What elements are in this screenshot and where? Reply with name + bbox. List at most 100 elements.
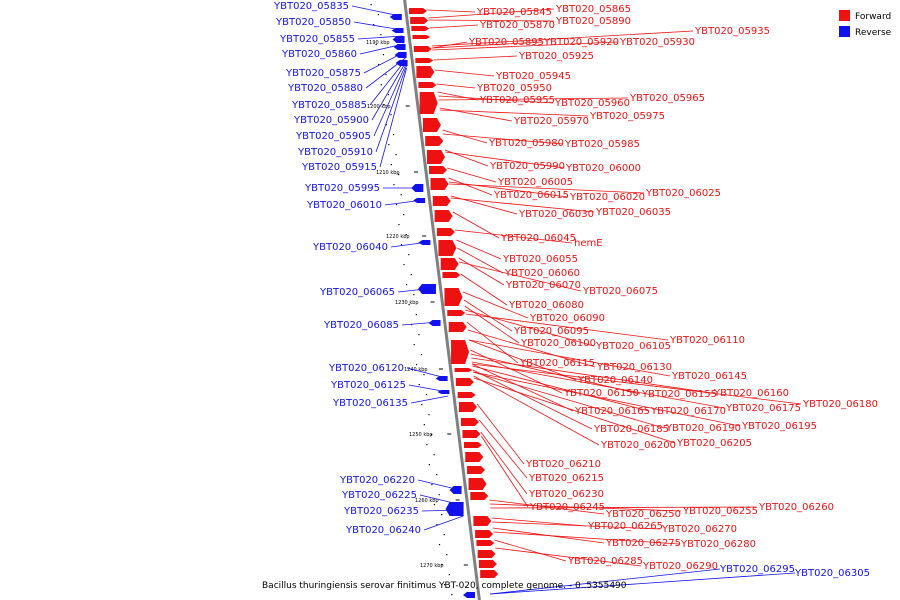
- forward-gene-label[interactable]: YBT020_06075: [582, 286, 658, 297]
- reverse-gene-label[interactable]: YBT020_05905: [295, 131, 371, 142]
- forward-gene-block[interactable]: [419, 92, 438, 114]
- forward-gene-label[interactable]: YBT020_06200: [600, 440, 676, 451]
- reverse-gene-block[interactable]: [428, 320, 441, 326]
- forward-gene-block[interactable]: [480, 570, 499, 578]
- forward-gene-label[interactable]: YBT020_05970: [513, 116, 589, 127]
- reverse-gene-label[interactable]: YBT020_06065: [319, 287, 395, 298]
- forward-gene-label[interactable]: YBT020_05890: [555, 16, 631, 27]
- forward-gene-label[interactable]: YBT020_06030: [518, 209, 594, 220]
- forward-gene-label[interactable]: YBT020_06230: [528, 489, 604, 500]
- forward-gene-label[interactable]: YBT020_06140: [577, 375, 653, 386]
- forward-gene-label[interactable]: YBT020_06110: [669, 335, 745, 346]
- forward-gene-label[interactable]: YBT020_06070: [505, 280, 581, 291]
- forward-gene-label[interactable]: YBT020_06155: [641, 389, 717, 400]
- forward-gene-block[interactable]: [458, 402, 477, 412]
- forward-gene-label[interactable]: YBT020_06145: [671, 371, 747, 382]
- reverse-gene-label[interactable]: YBT020_05900: [293, 115, 369, 126]
- forward-gene-label[interactable]: YBT020_06080: [508, 300, 584, 311]
- reverse-gene-label[interactable]: YBT020_06235: [343, 506, 419, 517]
- forward-gene-label[interactable]: YBT020_05960: [554, 98, 630, 109]
- forward-gene-label[interactable]: YBT020_05930: [619, 37, 695, 48]
- reverse-gene-label[interactable]: YBT020_05855: [279, 34, 355, 45]
- forward-gene-block[interactable]: [444, 288, 463, 306]
- reverse-gene-label[interactable]: YBT020_05875: [285, 68, 361, 79]
- reverse-gene-label[interactable]: YBT020_05910: [297, 147, 373, 158]
- forward-gene-block[interactable]: [463, 442, 482, 448]
- forward-gene-label[interactable]: YBT020_06035: [595, 207, 671, 218]
- forward-gene-label[interactable]: YBT020_05895: [468, 37, 544, 48]
- forward-gene-block[interactable]: [429, 166, 448, 174]
- forward-gene-block[interactable]: [409, 8, 428, 14]
- forward-gene-label[interactable]: YBT020_06020: [569, 192, 645, 203]
- forward-gene-label[interactable]: YBT020_06170: [650, 406, 726, 417]
- reverse-gene-label[interactable]: YBT020_06240: [345, 525, 421, 536]
- reverse-gene-block[interactable]: [435, 376, 448, 381]
- forward-gene-label[interactable]: YBT020_06275: [605, 538, 681, 549]
- forward-gene-label[interactable]: YBT020_06055: [502, 254, 578, 265]
- forward-gene-label[interactable]: YBT020_06290: [642, 561, 718, 572]
- forward-gene-block[interactable]: [476, 540, 495, 546]
- reverse-gene-label[interactable]: YBT020_06305: [794, 568, 870, 579]
- forward-gene-block[interactable]: [432, 196, 451, 206]
- forward-gene-block[interactable]: [467, 466, 486, 474]
- forward-gene-block[interactable]: [478, 560, 497, 568]
- reverse-gene-label[interactable]: YBT020_06295: [719, 564, 795, 575]
- forward-gene-label[interactable]: YBT020_06260: [758, 502, 834, 513]
- forward-gene-block[interactable]: [460, 418, 479, 426]
- forward-gene-block[interactable]: [455, 378, 474, 386]
- forward-gene-label[interactable]: YBT020_06105: [595, 341, 671, 352]
- forward-gene-label[interactable]: YBT020_06180: [802, 399, 878, 410]
- forward-gene-label[interactable]: YBT020_06280: [680, 539, 756, 550]
- reverse-gene-block[interactable]: [391, 28, 404, 33]
- forward-gene-label[interactable]: YBT020_05925: [518, 51, 594, 62]
- forward-gene-block[interactable]: [440, 258, 459, 270]
- forward-gene-label[interactable]: hemE: [574, 238, 603, 249]
- forward-gene-label[interactable]: YBT020_06090: [529, 313, 605, 324]
- forward-gene-block[interactable]: [447, 310, 466, 316]
- forward-gene-label[interactable]: YBT020_05975: [589, 111, 665, 122]
- forward-gene-label[interactable]: YBT020_06005: [497, 177, 573, 188]
- forward-gene-label[interactable]: YBT020_06215: [528, 473, 604, 484]
- forward-gene-label[interactable]: YBT020_06250: [605, 509, 681, 520]
- forward-gene-label[interactable]: YBT020_05870: [479, 20, 555, 31]
- forward-gene-label[interactable]: YBT020_05965: [629, 93, 705, 104]
- reverse-gene-label[interactable]: YBT020_06120: [328, 363, 404, 374]
- forward-gene-block[interactable]: [422, 118, 441, 132]
- forward-gene-block[interactable]: [462, 430, 481, 438]
- forward-gene-label[interactable]: YBT020_06205: [676, 438, 752, 449]
- forward-gene-label[interactable]: YBT020_06115: [519, 358, 595, 369]
- reverse-gene-label[interactable]: YBT020_05915: [301, 162, 377, 173]
- reverse-gene-label[interactable]: YBT020_06135: [332, 398, 408, 409]
- forward-gene-block[interactable]: [477, 550, 496, 558]
- forward-gene-block[interactable]: [416, 66, 435, 78]
- reverse-gene-label[interactable]: YBT020_05880: [287, 83, 363, 94]
- forward-gene-block[interactable]: [410, 17, 429, 24]
- forward-gene-label[interactable]: YBT020_05865: [555, 4, 631, 15]
- reverse-gene-block[interactable]: [394, 52, 407, 58]
- forward-gene-label[interactable]: YBT020_06195: [741, 421, 817, 432]
- forward-gene-block[interactable]: [418, 82, 437, 88]
- forward-gene-block[interactable]: [473, 516, 492, 526]
- forward-gene-block[interactable]: [470, 492, 489, 500]
- reverse-gene-label[interactable]: YBT020_06220: [339, 475, 415, 486]
- forward-gene-label[interactable]: YBT020_05950: [476, 83, 552, 94]
- forward-gene-label[interactable]: YBT020_06265: [587, 521, 663, 532]
- forward-gene-label[interactable]: YBT020_06165: [574, 406, 650, 417]
- forward-gene-label[interactable]: YBT020_05935: [694, 26, 770, 37]
- forward-gene-block[interactable]: [413, 46, 432, 52]
- reverse-gene-label[interactable]: YBT020_06010: [306, 200, 382, 211]
- forward-gene-label[interactable]: YBT020_06015: [493, 190, 569, 201]
- forward-gene-block[interactable]: [434, 210, 453, 222]
- forward-gene-label[interactable]: YBT020_06175: [725, 403, 801, 414]
- forward-gene-block[interactable]: [454, 368, 473, 372]
- reverse-gene-label[interactable]: YBT020_06125: [330, 380, 406, 391]
- reverse-gene-block[interactable]: [445, 502, 464, 516]
- reverse-gene-label[interactable]: YBT020_06225: [341, 490, 417, 501]
- forward-gene-block[interactable]: [442, 272, 461, 278]
- forward-gene-label[interactable]: YBT020_06255: [682, 506, 758, 517]
- forward-gene-label[interactable]: YBT020_06095: [513, 326, 589, 337]
- forward-gene-label[interactable]: YBT020_06150: [563, 388, 639, 399]
- forward-gene-block[interactable]: [415, 58, 434, 63]
- forward-gene-label[interactable]: YBT020_06210: [525, 459, 601, 470]
- forward-gene-label[interactable]: YBT020_06270: [661, 524, 737, 535]
